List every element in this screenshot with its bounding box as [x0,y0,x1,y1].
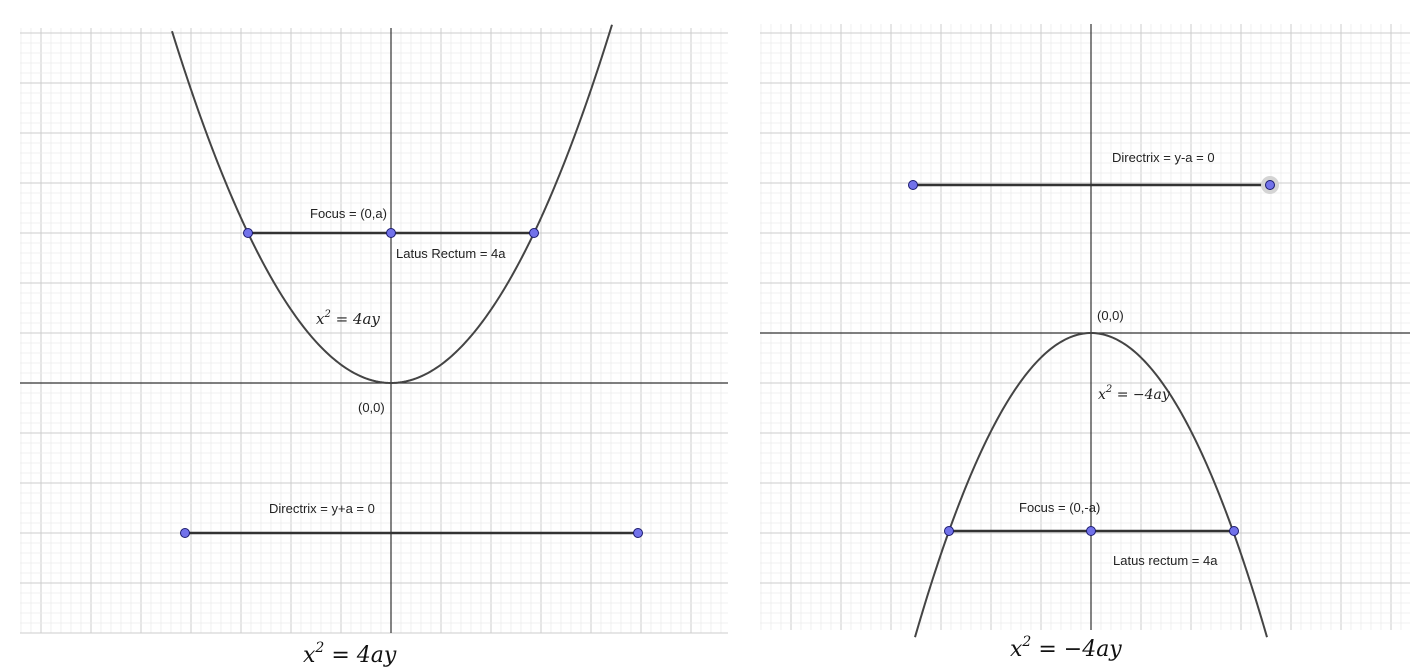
right-latus-right-point[interactable] [1229,526,1239,536]
left-grid [20,28,728,634]
left-latus-label: Latus Rectum = 4a [396,246,506,261]
right-directrix-right-point[interactable] [1265,180,1275,190]
left-curve-equation: x2 = 4ay [316,309,380,328]
left-focus-point[interactable] [386,228,396,238]
right-focus-point[interactable] [1086,526,1096,536]
left-caption: x2 = 4ay [303,640,397,668]
left-panel: Focus = (0,a) Latus Rectum = 4a (0,0) Di… [20,24,728,668]
right-parabola-curve [914,331,1268,638]
right-grid [760,24,1410,630]
left-latus-right-point[interactable] [529,228,539,238]
right-latus-left-point[interactable] [944,526,954,536]
left-origin-label: (0,0) [358,400,385,415]
left-directrix-left-point[interactable] [180,528,190,538]
left-latus-left-point[interactable] [243,228,253,238]
left-focus-label: Focus = (0,a) [310,206,387,221]
right-latus-label: Latus rectum = 4a [1113,553,1218,568]
left-directrix-label: Directrix = y+a = 0 [269,501,375,516]
left-parabola-curve [171,24,613,384]
right-origin-label: (0,0) [1097,308,1124,323]
right-caption: x2 = −4ay [1010,634,1122,662]
left-directrix-right-point[interactable] [633,528,643,538]
right-directrix-left-point[interactable] [908,180,918,190]
right-directrix-label: Directrix = y-a = 0 [1112,150,1215,165]
right-focus-label: Focus = (0,-a) [1019,500,1100,515]
right-panel: Focus = (0,-a) Latus rectum = 4a (0,0) D… [760,24,1410,662]
right-curve-equation: x2 = −4ay [1098,384,1171,403]
